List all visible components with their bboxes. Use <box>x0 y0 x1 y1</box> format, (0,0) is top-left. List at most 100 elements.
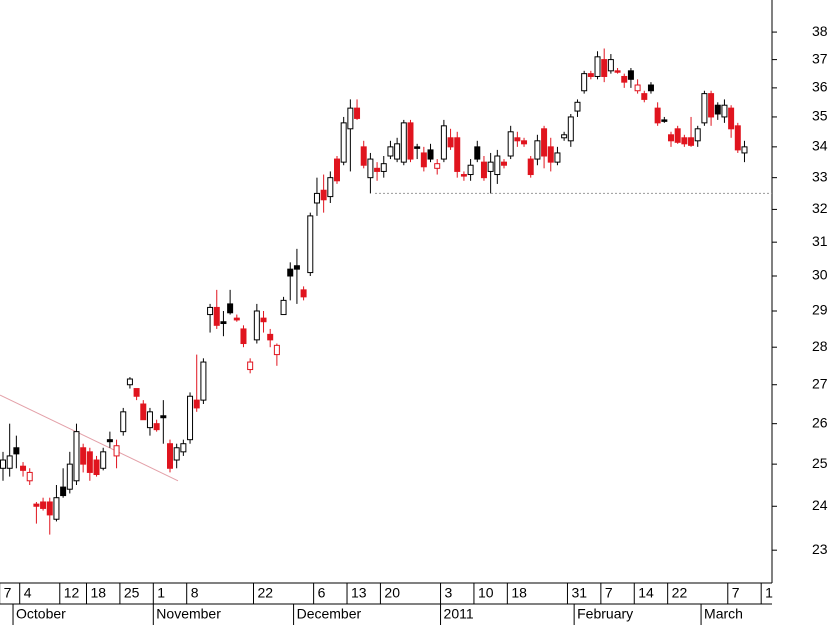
x-tick-label: 13 <box>351 585 367 601</box>
candle-body <box>587 73 594 77</box>
candle-body <box>627 70 634 80</box>
candle-body <box>153 423 160 431</box>
candle-body <box>400 122 407 163</box>
candle-body <box>133 388 140 397</box>
candle-body <box>126 378 133 386</box>
x-tick-label: 4 <box>24 585 32 601</box>
candle-body <box>554 152 561 163</box>
candle-body <box>567 116 574 142</box>
candle-body <box>668 134 674 142</box>
candle-body <box>741 146 748 154</box>
candle-body <box>347 107 354 130</box>
candle-body <box>253 310 260 341</box>
x-tick-label: 7 <box>4 585 12 601</box>
month-label: 2011 <box>444 606 474 622</box>
candle-body <box>173 447 180 461</box>
candle-body <box>521 140 528 145</box>
x-tick-label: 7 <box>605 585 613 601</box>
y-tick-label: 35 <box>812 108 828 124</box>
candle-body <box>674 128 681 143</box>
candle-body <box>547 146 554 163</box>
candle-body <box>33 503 40 507</box>
candle-body <box>541 128 548 157</box>
y-tick-label: 24 <box>812 497 828 513</box>
candle-body <box>146 411 153 429</box>
x-tick-label: 3 <box>445 585 453 601</box>
candle-body <box>20 465 27 471</box>
candle-body <box>681 137 688 145</box>
y-tick-label: 27 <box>812 375 828 391</box>
y-tick-label: 30 <box>812 267 828 283</box>
candle-body <box>40 501 47 509</box>
y-tick-label: 28 <box>812 338 828 354</box>
candle-body <box>247 361 254 371</box>
y-tick-label: 36 <box>812 79 828 95</box>
x-tick-label: 22 <box>258 585 274 601</box>
candle-body <box>487 161 494 172</box>
month-label: December <box>297 606 362 622</box>
candle-body <box>460 174 467 177</box>
candle-body <box>180 443 187 453</box>
candle-body <box>187 395 194 441</box>
candle-body <box>447 137 454 148</box>
candle-body <box>527 158 534 176</box>
candle-body <box>354 107 361 119</box>
candle-body <box>240 328 247 345</box>
candle-body <box>420 152 427 168</box>
candle-body <box>380 163 387 172</box>
x-tick-label: 6 <box>318 585 326 601</box>
candle-body <box>414 146 421 149</box>
candle-body <box>167 443 173 469</box>
candle-body <box>207 306 214 316</box>
x-tick-label: 1 <box>765 585 773 601</box>
candle-body <box>327 177 334 198</box>
candle-body <box>233 317 240 321</box>
y-tick-label: 25 <box>812 455 828 471</box>
candle-body <box>708 93 715 118</box>
candle-body <box>407 122 414 160</box>
y-tick-label: 26 <box>812 414 828 430</box>
candle-body <box>334 158 340 182</box>
candle-body <box>60 486 67 497</box>
candle-body <box>507 131 514 157</box>
candle-body <box>160 415 167 419</box>
candle-body <box>714 104 721 115</box>
x-tick-label: 12 <box>64 585 80 601</box>
candle-body <box>80 447 87 465</box>
candle-body <box>614 70 621 73</box>
x-tick-label: 14 <box>638 585 654 601</box>
candle-body <box>86 451 93 473</box>
candle-body <box>728 107 735 130</box>
candle-body <box>360 146 367 166</box>
x-tick-label: 18 <box>511 585 527 601</box>
candle-body <box>574 101 581 112</box>
candle-body <box>514 137 521 142</box>
candle-body <box>534 140 541 160</box>
candle-body <box>581 73 588 92</box>
candle-body <box>607 59 614 72</box>
candle-body <box>66 463 73 490</box>
candle-body <box>454 137 461 172</box>
candle-body <box>394 143 401 160</box>
candle-body <box>140 403 147 421</box>
y-tick-label: 38 <box>812 23 828 39</box>
candle-body <box>634 84 641 92</box>
candle-body <box>621 75 628 83</box>
candle-body <box>340 122 347 163</box>
candle-body <box>434 163 441 169</box>
candle-body <box>267 333 274 341</box>
candle-body <box>647 84 654 92</box>
candle-body <box>287 268 294 277</box>
candle-body <box>561 134 568 139</box>
x-tick-label: 20 <box>384 585 400 601</box>
candle-body <box>120 411 127 433</box>
candle-body <box>307 215 314 274</box>
x-tick-label: 22 <box>672 585 688 601</box>
candle-body <box>93 459 100 476</box>
y-tick-label: 29 <box>812 302 828 318</box>
candle-body <box>280 299 287 316</box>
candle-body <box>427 149 434 160</box>
candle-body <box>193 399 200 409</box>
x-tick-label: 31 <box>571 585 587 601</box>
